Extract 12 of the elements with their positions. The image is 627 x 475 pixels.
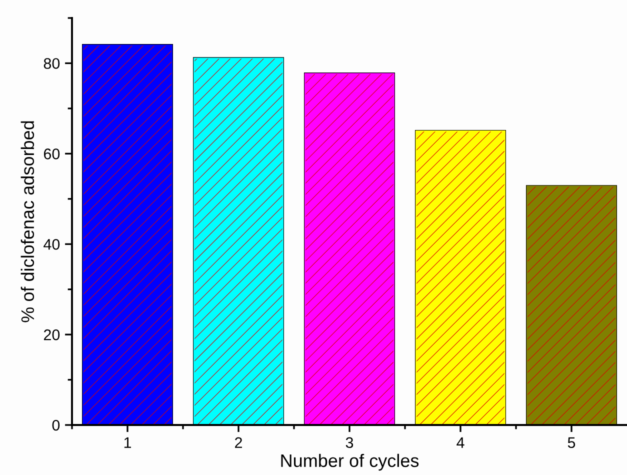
x-tick-label: 3 [346,437,354,448]
y-tick-label: 0 [52,420,60,431]
y-tick-label: 80 [44,58,60,69]
y-tick-label: 40 [44,238,60,250]
x-axis-title: Number of cycles [281,454,419,471]
y-axis-title: % of diclofenac adsorbed [20,121,34,322]
y-tick-label: 60 [44,148,60,160]
x-tick-label: 5 [568,437,576,448]
y-tick-label: 20 [44,329,60,340]
x-tick-label: 4 [456,437,464,448]
x-tick-label: 2 [235,437,242,448]
x-tick-label: 1 [124,437,132,448]
